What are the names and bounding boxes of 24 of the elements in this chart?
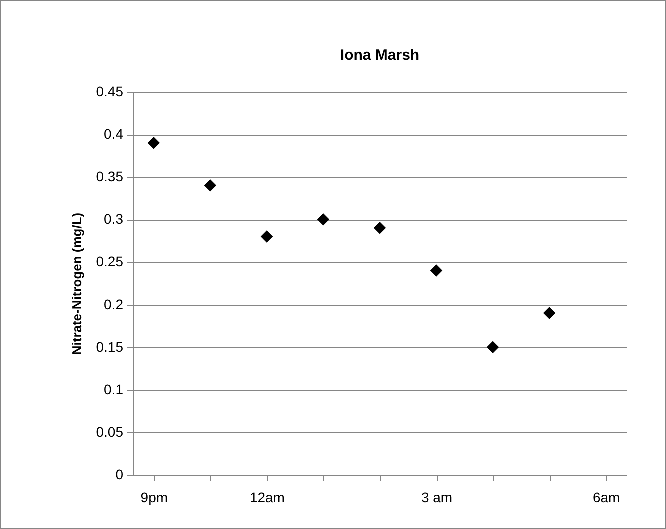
point — [430, 264, 443, 277]
point — [317, 214, 330, 226]
point — [486, 341, 500, 354]
y-tick-label: 0 — [116, 466, 124, 482]
y-tick-label: 0.35 — [96, 168, 124, 185]
y-tick-label: 0.2 — [104, 296, 124, 312]
chart-title: Iona Marsh — [340, 47, 420, 64]
y-axis-title: Nitrate-Nitrogen (mg/L) — [69, 212, 84, 356]
y-tick-label: 0.45 — [96, 84, 124, 100]
x-tick-label: 6am — [592, 490, 620, 506]
y-tick-label: 0.05 — [96, 424, 124, 440]
point — [374, 222, 386, 234]
x-tick-label: 9pm — [140, 490, 168, 506]
point — [148, 136, 160, 150]
point — [543, 307, 556, 320]
y-tick-label: 0.15 — [96, 338, 124, 355]
y-tick-label: 0.25 — [96, 254, 124, 270]
point — [260, 230, 274, 243]
x-tick-label: 12am — [250, 490, 285, 506]
y-tick-label: 0.4 — [104, 126, 124, 142]
point — [204, 180, 217, 192]
y-tick-label: 0.1 — [104, 381, 124, 398]
y-tick-label: 0.3 — [104, 211, 124, 228]
x-tick-label: 3 am — [421, 490, 453, 506]
